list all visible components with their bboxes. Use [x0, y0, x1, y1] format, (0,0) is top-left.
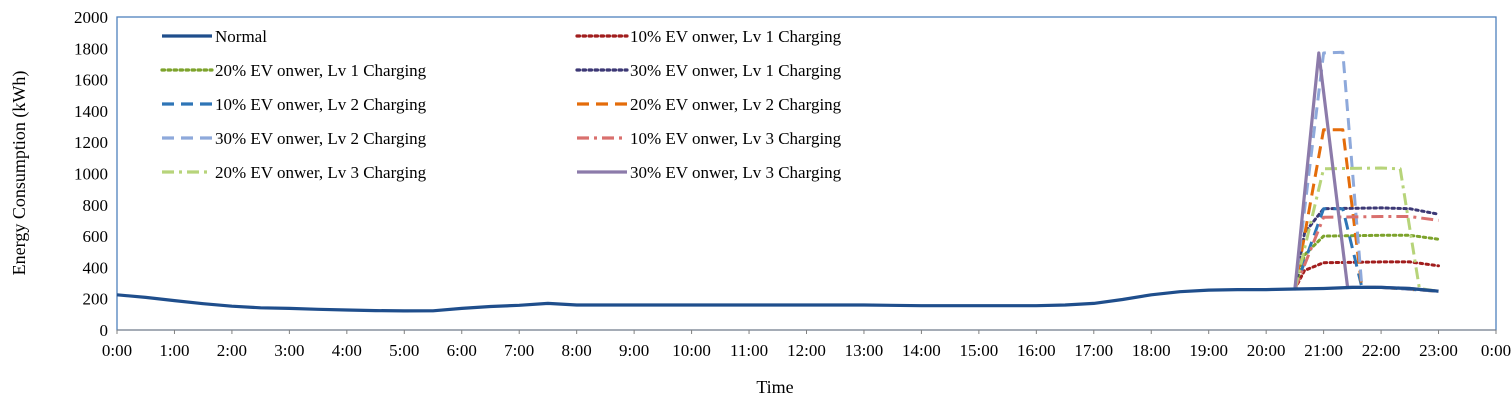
legend-label-normal: Normal: [215, 27, 267, 46]
x-tick-label-16: 16:00: [1017, 341, 1056, 360]
x-axis-ticks: 0:00 1:00 2:00 3:00 4:00 5:00 6:00 7:00 8:00 9:00…: [102, 330, 1511, 360]
x-tick-label-12: 12:00: [787, 341, 826, 360]
x-tick-label-10: 10:00: [672, 341, 711, 360]
x-tick-label-9: 9:00: [619, 341, 649, 360]
x-tick-label-17: 17:00: [1074, 341, 1113, 360]
legend-label-30pct-ev-onwer-lv-2-charging: 30% EV onwer, Lv 2 Charging: [215, 129, 427, 148]
x-tick-label-7: 7:00: [504, 341, 534, 360]
series-line-10pct-ev-onwer-lv-1-charging: [1293, 260, 1440, 291]
legend-label-10pct-ev-onwer-lv-2-charging: 10% EV onwer, Lv 2 Charging: [215, 95, 427, 114]
x-tick-label-0: 0:00: [102, 341, 132, 360]
x-tick-label-14: 14:00: [902, 341, 941, 360]
x-tick-label-15: 15:00: [960, 341, 999, 360]
y-tick-label-1400: 1400: [74, 102, 108, 121]
x-tick-label-8: 8:00: [562, 341, 592, 360]
x-tick-label-6: 6:00: [447, 341, 477, 360]
legend: Normal 10% EV onwer, Lv 1 Charging 20% EV …: [160, 27, 842, 182]
series-line-10pct-ev-onwer-lv-3-charging: [1293, 215, 1439, 290]
y-tick-label-600: 600: [83, 227, 109, 246]
legend-label-30pct-ev-onwer-lv-3-charging: 30% EV onwer, Lv 3 Charging: [630, 163, 842, 182]
legend-label-20pct-ev-onwer-lv-3-charging: 20% EV onwer, Lv 3 Charging: [215, 163, 427, 182]
y-tick-label-1000: 1000: [74, 165, 108, 184]
legend-label-20pct-ev-onwer-lv-1-charging: 20% EV onwer, Lv 1 Charging: [215, 61, 427, 80]
x-axis-title: Time: [756, 377, 793, 397]
y-tick-label-1200: 1200: [74, 133, 108, 152]
legend-label-30pct-ev-onwer-lv-1-charging: 30% EV onwer, Lv 1 Charging: [630, 61, 842, 80]
x-tick-label-22: 22:00: [1362, 341, 1401, 360]
series-line-20pct-ev-onwer-lv-3-charging: [1293, 166, 1439, 293]
x-tick-label-1: 1:00: [159, 341, 189, 360]
series-line-normal: [116, 285, 1439, 313]
y-axis-title: Energy Consumption (kWh): [9, 71, 30, 276]
y-tick-label-0: 0: [100, 321, 109, 340]
x-tick-label-5: 5:00: [389, 341, 419, 360]
legend-label-10pct-ev-onwer-lv-1-charging: 10% EV onwer, Lv 1 Charging: [630, 27, 842, 46]
x-tick-label-11: 11:00: [730, 341, 768, 360]
x-tick-label-2: 2:00: [217, 341, 247, 360]
x-tick-label-23: 23:00: [1419, 341, 1458, 360]
x-tick-label-19: 19:00: [1189, 341, 1228, 360]
y-tick-label-2000: 2000: [74, 8, 108, 27]
legend-label-10pct-ev-onwer-lv-3-charging: 10% EV onwer, Lv 3 Charging: [630, 129, 842, 148]
y-tick-label-800: 800: [83, 196, 109, 215]
x-tick-label-21: 21:00: [1304, 341, 1343, 360]
y-axis-ticks: 0 200 400 600 800 1000 1200 1400 1600 1800 2000: [74, 8, 108, 340]
y-tick-label-1800: 1800: [74, 39, 108, 58]
x-tick-label-18: 18:00: [1132, 341, 1171, 360]
series-layer: [116, 50, 1440, 313]
x-tick-label-4: 4:00: [332, 341, 362, 360]
legend-label-20pct-ev-onwer-lv-2-charging: 20% EV onwer, Lv 2 Charging: [630, 95, 842, 114]
y-tick-label-400: 400: [83, 258, 109, 277]
y-tick-label-200: 200: [83, 290, 109, 309]
x-tick-label-3: 3:00: [274, 341, 304, 360]
y-tick-label-1600: 1600: [74, 71, 108, 90]
x-tick-label-13: 13:00: [845, 341, 884, 360]
x-tick-label-24: 0:00: [1481, 341, 1511, 360]
x-tick-label-20: 20:00: [1247, 341, 1286, 360]
